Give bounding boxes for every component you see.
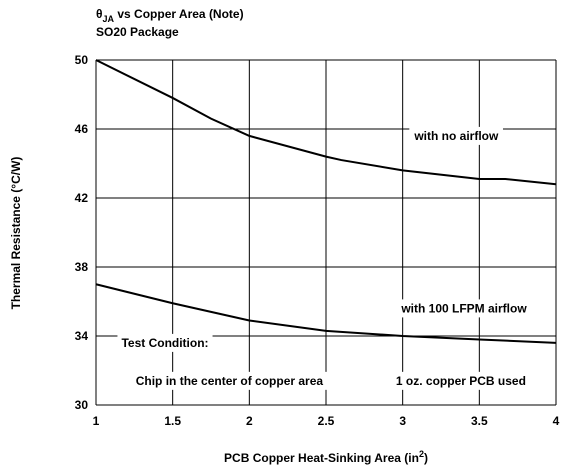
title-rest: vs Copper Area (Note) — [114, 7, 244, 21]
annotation: with 100 LFPM airflow — [400, 301, 527, 315]
chart-subtitle: SO20 Package — [96, 25, 179, 39]
x-label-main: PCB Copper Heat-Sinking Area (in — [224, 451, 419, 465]
curve — [95, 283, 557, 344]
x-tick-label: 4 — [553, 414, 560, 428]
x-label-end: ) — [424, 451, 428, 465]
x-tick-label: 2 — [246, 414, 253, 428]
x-tick-label: 1.5 — [164, 414, 181, 428]
y-tick-label: 46 — [75, 122, 89, 136]
annotation: Chip in the center of copper area — [136, 374, 324, 388]
x-tick-label: 3 — [399, 414, 406, 428]
y-tick-label: 50 — [75, 53, 89, 67]
y-tick-label: 30 — [75, 398, 89, 412]
x-tick-label: 3.5 — [471, 414, 488, 428]
curve — [95, 59, 557, 186]
annotation-bg — [391, 371, 530, 390]
x-tick-label: 2.5 — [318, 414, 335, 428]
annotation: with no airflow — [413, 129, 499, 143]
y-axis-label: Thermal Resistance (°C/W) — [9, 157, 23, 310]
x-tick-label: 1 — [93, 414, 100, 428]
annotation-bg — [117, 333, 213, 352]
x-axis-label: PCB Copper Heat-Sinking Area (in2) — [224, 449, 428, 465]
title-subscript: JA — [103, 14, 115, 24]
annotation-bg — [409, 126, 503, 145]
annotation-bg — [396, 299, 532, 318]
annotation: Test Condition: — [121, 336, 208, 350]
chart-title: θJA vs Copper Area (Note) — [96, 7, 244, 24]
y-tick-label: 38 — [75, 260, 89, 274]
y-tick-label: 42 — [75, 191, 89, 205]
x-label-sup: 2 — [419, 449, 424, 459]
annotation: 1 oz. copper PCB used — [396, 374, 526, 388]
y-tick-label: 34 — [75, 329, 89, 343]
annotation-bg — [131, 371, 328, 390]
title-theta: θ — [96, 7, 103, 21]
